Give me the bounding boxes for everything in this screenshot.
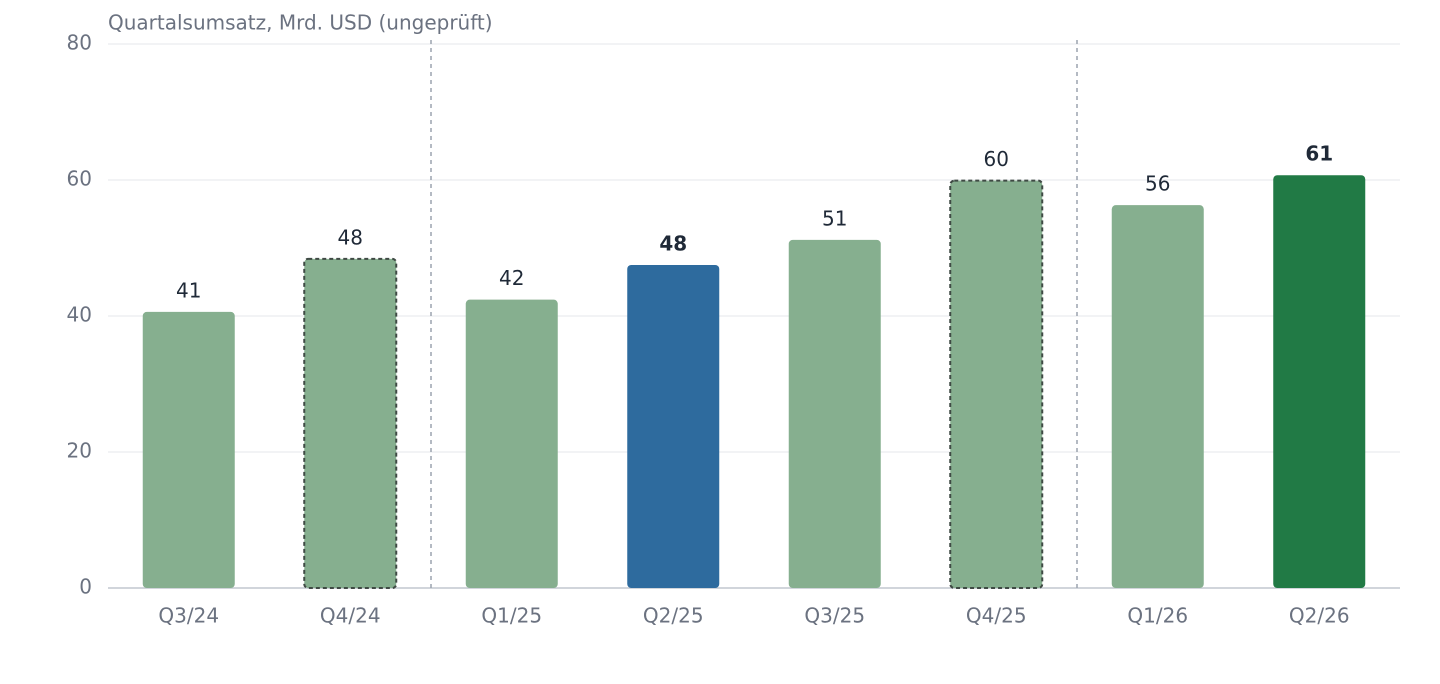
y-tick-label: 0 xyxy=(79,575,92,599)
bar xyxy=(142,311,235,588)
bar xyxy=(1111,205,1204,588)
bar xyxy=(788,239,881,588)
x-tick-label: Q4/25 xyxy=(966,604,1027,628)
data-label: 56 xyxy=(1145,172,1170,196)
data-label: 60 xyxy=(984,147,1009,171)
data-label: 51 xyxy=(822,206,847,230)
data-label: 61 xyxy=(1305,142,1333,166)
x-tick-label: Q2/26 xyxy=(1289,604,1350,628)
x-tick-label: Q2/25 xyxy=(643,604,704,628)
y-tick-label: 20 xyxy=(67,439,92,463)
data-label: 41 xyxy=(176,278,201,302)
data-label: 42 xyxy=(499,266,524,290)
y-tick-label: 40 xyxy=(67,303,92,327)
bar xyxy=(949,179,1044,589)
bar xyxy=(1273,175,1366,589)
data-label: 48 xyxy=(338,225,363,249)
bar xyxy=(627,265,720,588)
bar xyxy=(303,257,398,589)
y-tick-label: 60 xyxy=(67,167,92,191)
x-tick-label: Q3/25 xyxy=(804,604,865,628)
chart-title: Quartalsumsatz, Mrd. USD (ungeprüft) xyxy=(108,11,493,35)
x-tick-label: Q4/24 xyxy=(320,604,381,628)
bar xyxy=(465,299,558,588)
x-tick-label: Q3/24 xyxy=(158,604,219,628)
x-tick-label: Q1/25 xyxy=(481,604,542,628)
data-label: 48 xyxy=(659,232,687,256)
y-tick-label: 80 xyxy=(67,31,92,55)
x-tick-label: Q1/26 xyxy=(1127,604,1188,628)
